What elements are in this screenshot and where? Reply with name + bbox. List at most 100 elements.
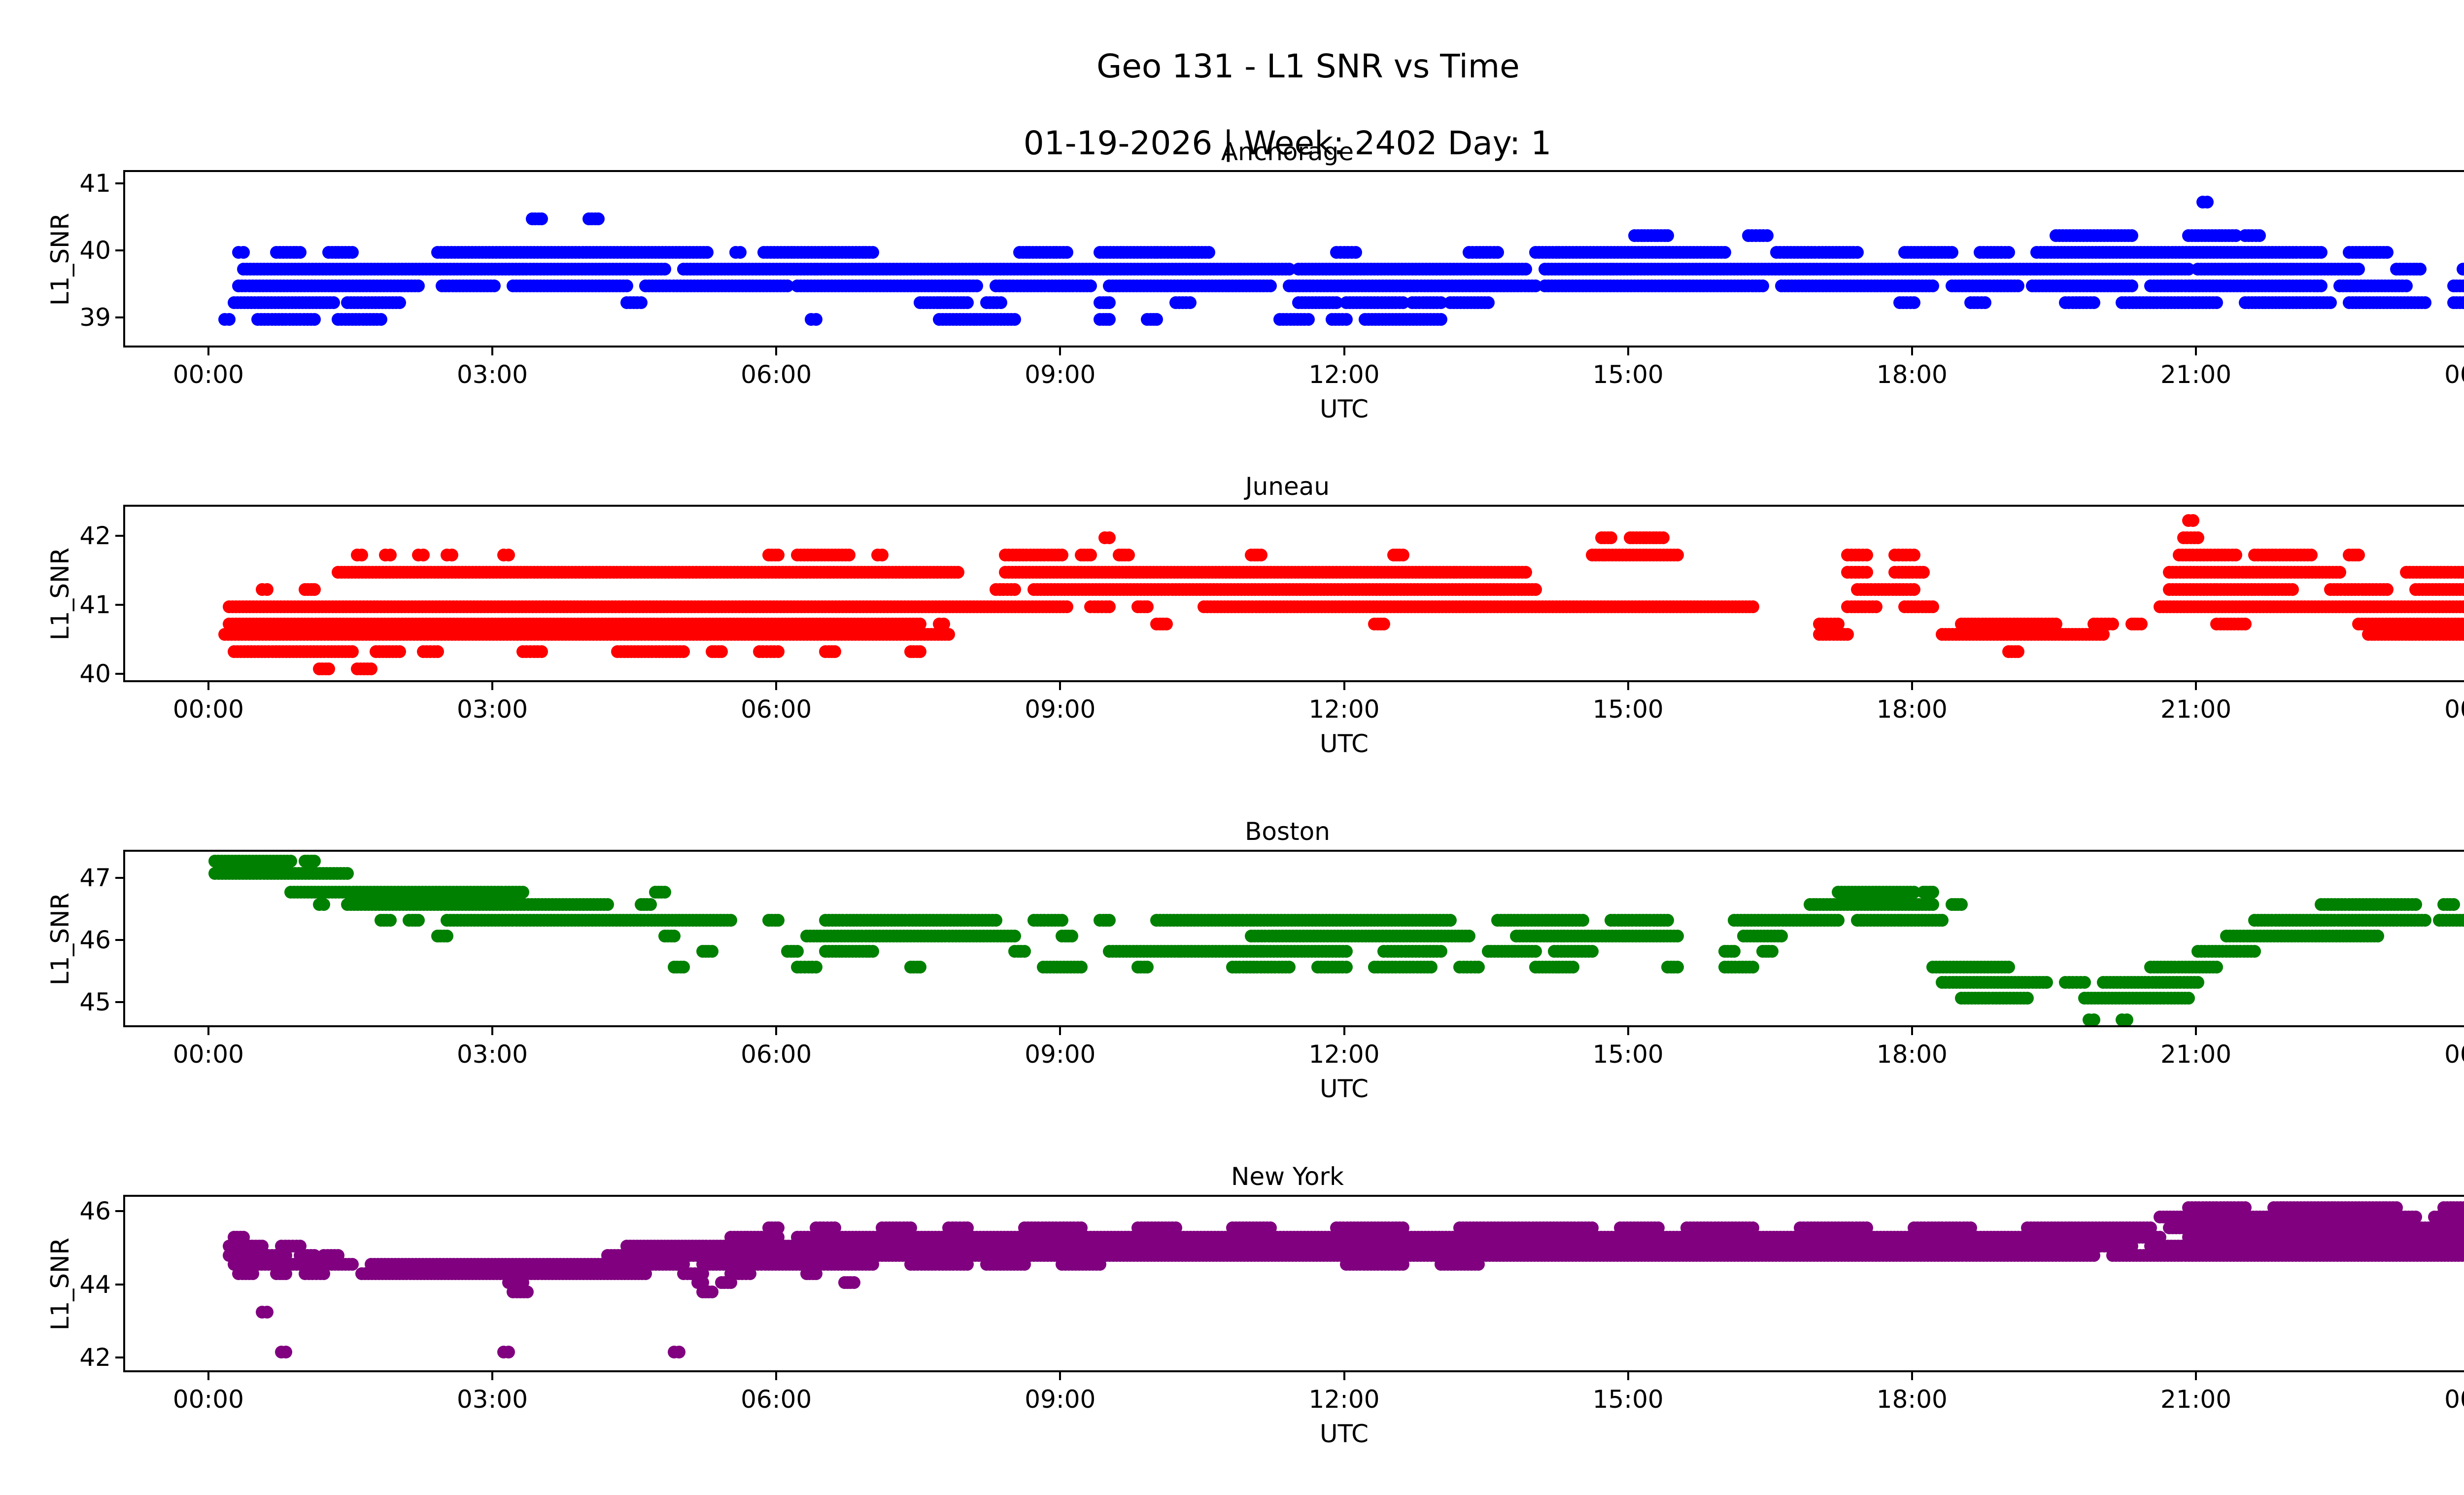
x-tick-label: 12:00 <box>1308 695 1380 724</box>
scatter-point <box>2087 296 2100 309</box>
scatter-point <box>2352 262 2365 276</box>
scatter-point <box>2418 913 2431 927</box>
x-tick-label: 09:00 <box>1025 360 1096 389</box>
scatter-point <box>2187 514 2200 527</box>
scatter-point <box>2134 618 2148 631</box>
scatter-point <box>1463 929 1476 942</box>
scatter-point <box>677 645 690 659</box>
scatter-point <box>374 313 387 326</box>
scatter-point <box>970 279 984 292</box>
scatter-point <box>2125 279 2138 292</box>
y-tick-label: 42 <box>79 522 111 551</box>
scatter-point <box>1443 913 1457 927</box>
scatter-point <box>1945 246 1958 259</box>
x-tick-label: 15:00 <box>1592 360 1664 389</box>
y-tick-mark <box>115 604 123 606</box>
scatter-point <box>1301 313 1315 326</box>
scatter-point <box>1907 296 1920 309</box>
scatter-point <box>828 645 842 659</box>
scatter-point <box>1254 549 1267 562</box>
scatter-point <box>843 549 856 562</box>
x-tick-label: 15:00 <box>1592 695 1664 724</box>
scatter-point <box>308 313 321 326</box>
scatter-point <box>1122 549 1135 562</box>
scatter-point <box>2253 229 2266 243</box>
x-axis-label: UTC <box>1319 730 1369 758</box>
scatter-point <box>1103 296 1116 309</box>
scatter-point <box>488 279 501 292</box>
scatter-point <box>2096 628 2110 641</box>
scatter-point <box>327 296 340 309</box>
scatter-point <box>1065 929 1078 942</box>
scatter-point <box>2002 246 2015 259</box>
x-tick-label: 12:00 <box>1308 360 1380 389</box>
scatter-point <box>1202 246 1216 259</box>
scatter-point <box>308 583 321 596</box>
scatter-point <box>644 898 657 911</box>
scatter-point <box>866 246 880 259</box>
scatter-point <box>809 313 822 326</box>
x-tick-mark <box>491 682 493 690</box>
scatter-point <box>1103 313 1116 326</box>
scatter-point <box>1008 929 1022 942</box>
x-tick-mark <box>775 348 778 355</box>
scatter-point <box>1008 583 1022 596</box>
scatter-point <box>952 566 965 579</box>
scatter-point <box>345 246 359 259</box>
x-tick-label: 00:00 <box>172 695 244 724</box>
scatter-point <box>2106 618 2120 631</box>
y-tick-label: 41 <box>79 591 111 620</box>
scatter-point <box>942 628 955 641</box>
scatter-point <box>2381 246 2394 259</box>
scatter-point <box>724 913 738 927</box>
figure-suptitle: Geo 131 - L1 SNR vs Time 01-19-2026 | We… <box>0 9 2464 239</box>
scatter-point <box>1576 913 1589 927</box>
scatter-point <box>1377 618 1391 631</box>
scatter-point <box>440 929 453 942</box>
scatter-point <box>1264 279 1277 292</box>
scatter-point <box>1656 531 1670 545</box>
x-tick-label: 03:00 <box>456 360 528 389</box>
scatter-point <box>1671 549 1684 562</box>
x-axis-label: UTC <box>1319 395 1369 423</box>
scatter-point <box>2314 246 2327 259</box>
scatter-point <box>1907 549 1920 562</box>
scatter-point <box>701 246 714 259</box>
scatter-point <box>237 246 250 259</box>
scatter-point <box>1084 279 1097 292</box>
scatter-point <box>317 898 331 911</box>
y-tick-mark <box>115 535 123 537</box>
y-tick-mark <box>115 249 123 252</box>
scatter-point <box>1661 913 1675 927</box>
scatter-point <box>715 645 728 659</box>
scatter-point <box>1084 549 1097 562</box>
scatter-point <box>994 296 1007 309</box>
scatter-point <box>1841 628 1854 641</box>
scatter-point <box>1141 600 1154 614</box>
scatter-point <box>914 645 927 659</box>
scatter-point <box>1519 262 1533 276</box>
scatter-point <box>223 313 236 326</box>
scatter-point <box>365 662 378 676</box>
scatter-point <box>2012 645 2025 659</box>
scatter-point <box>1519 566 1533 579</box>
y-tick-label: 40 <box>79 236 111 265</box>
x-tick-mark <box>775 682 778 690</box>
plot-area <box>123 505 2464 682</box>
x-tick-mark <box>2194 348 2197 355</box>
y-tick-mark <box>115 316 123 318</box>
scatter-point <box>658 886 671 899</box>
x-tick-label: 09:00 <box>1025 695 1096 724</box>
scatter-point <box>393 296 406 309</box>
x-tick-mark <box>1911 348 1913 355</box>
scatter-point <box>1529 583 1542 596</box>
scatter-point <box>1339 313 1353 326</box>
scatter-point <box>2324 296 2337 309</box>
scatter-point <box>961 296 974 309</box>
y-tick-mark <box>115 182 123 185</box>
y-tick-label: 41 <box>79 169 111 198</box>
scatter-point <box>1103 531 1116 545</box>
x-tick-mark <box>1627 348 1629 355</box>
suptitle-line-2: 01-19-2026 | Week: 2402 Day: 1 <box>1023 124 1552 162</box>
scatter-point <box>592 212 605 226</box>
